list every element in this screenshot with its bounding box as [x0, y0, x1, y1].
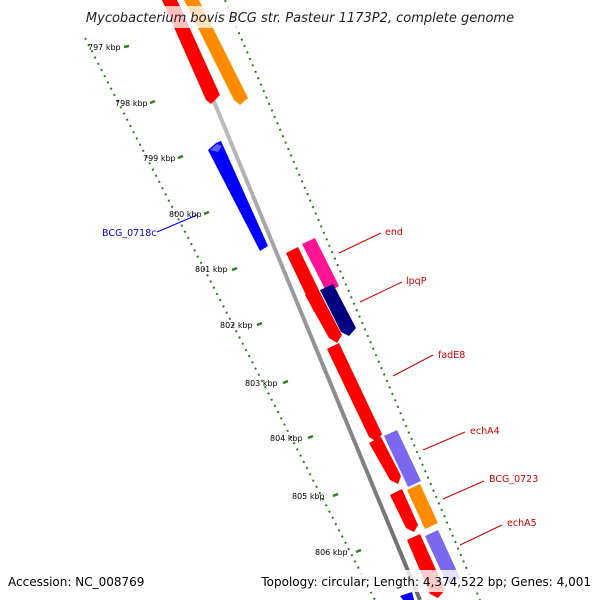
kbp-label: 799 kbp — [143, 154, 176, 163]
ruler-tick — [307, 434, 314, 440]
ruler-tick — [256, 321, 263, 327]
leader-BCG_0723 — [442, 480, 485, 500]
leader-lpqP — [359, 281, 403, 303]
cds-arrow[interactable] — [390, 489, 418, 532]
gene-lpqP[interactable] — [320, 284, 356, 336]
leader-echA4 — [422, 431, 466, 451]
ruler-labels: 797 kbp 798 kbp 799 kbp 800 kbp 801 kbp … — [88, 43, 348, 557]
gene-label-echA4[interactable]: echA4 — [470, 426, 500, 437]
leader-BCG_0718c — [156, 214, 198, 233]
ruler-tick — [231, 266, 238, 272]
gene-label-end[interactable]: end — [385, 227, 403, 238]
ruler-tick — [123, 44, 130, 49]
cds-arrow[interactable] — [327, 343, 382, 442]
gene-end[interactable] — [302, 238, 339, 293]
kbp-label: 806 kbp — [315, 548, 348, 557]
ruler-tick — [355, 548, 362, 554]
gene-BCG_0718c[interactable] — [208, 141, 268, 251]
gene-label-BCG_0723[interactable]: BCG_0723 — [489, 474, 538, 485]
cds-arrow[interactable] — [400, 592, 414, 600]
gene-labels: BCG_0718c end lpqP fadE8 echA4 BCG_0723 … — [102, 227, 538, 529]
topology-text: Topology: circular; Length: 4,374,522 bp… — [260, 575, 591, 589]
gene-BCG_0723[interactable] — [407, 484, 438, 529]
ruler-tick — [177, 154, 184, 160]
kbp-label: 797 kbp — [88, 43, 121, 52]
ruler-track-inner — [224, 0, 481, 600]
gene-label-fadE8[interactable]: fadE8 — [438, 350, 465, 361]
label-leaders — [156, 214, 503, 546]
title-backdrop — [70, 6, 530, 28]
cds-arrow[interactable] — [305, 289, 342, 343]
kbp-label: 804 kbp — [270, 434, 303, 443]
forward-cds-track-inner — [162, 0, 445, 598]
footer-backdrop — [0, 570, 600, 592]
map-title: Mycobacterium bovis BCG str. Pasteur 117… — [86, 11, 514, 26]
gene-label-echA5[interactable]: echA5 — [507, 518, 537, 529]
kbp-label: 800 kbp — [169, 210, 202, 219]
kbp-label: 802 kbp — [220, 321, 253, 330]
kbp-label: 805 kbp — [292, 492, 325, 501]
ruler-track-outer — [84, 37, 376, 600]
kbp-label: 801 kbp — [195, 265, 228, 274]
ruler-ticks — [123, 44, 362, 554]
leader-echA5 — [459, 524, 503, 546]
leader-fadE8 — [392, 354, 434, 377]
forward-cds-track-outer — [184, 0, 460, 600]
gene-echA4[interactable] — [384, 430, 421, 487]
kbp-label: 803 kbp — [245, 379, 278, 388]
gene-label-BCG_0718c[interactable]: BCG_0718c — [102, 228, 157, 239]
ruler-tick — [282, 379, 289, 385]
gene-label-lpqP[interactable]: lpqP — [406, 276, 427, 287]
ruler-tick — [203, 210, 210, 216]
leader-end — [338, 232, 382, 254]
ruler-tick — [332, 492, 339, 498]
kbp-label: 798 kbp — [115, 99, 148, 108]
ruler-tick — [149, 99, 156, 105]
accession-text: Accession: NC_008769 — [8, 575, 144, 589]
cds-arrow[interactable] — [369, 437, 401, 484]
